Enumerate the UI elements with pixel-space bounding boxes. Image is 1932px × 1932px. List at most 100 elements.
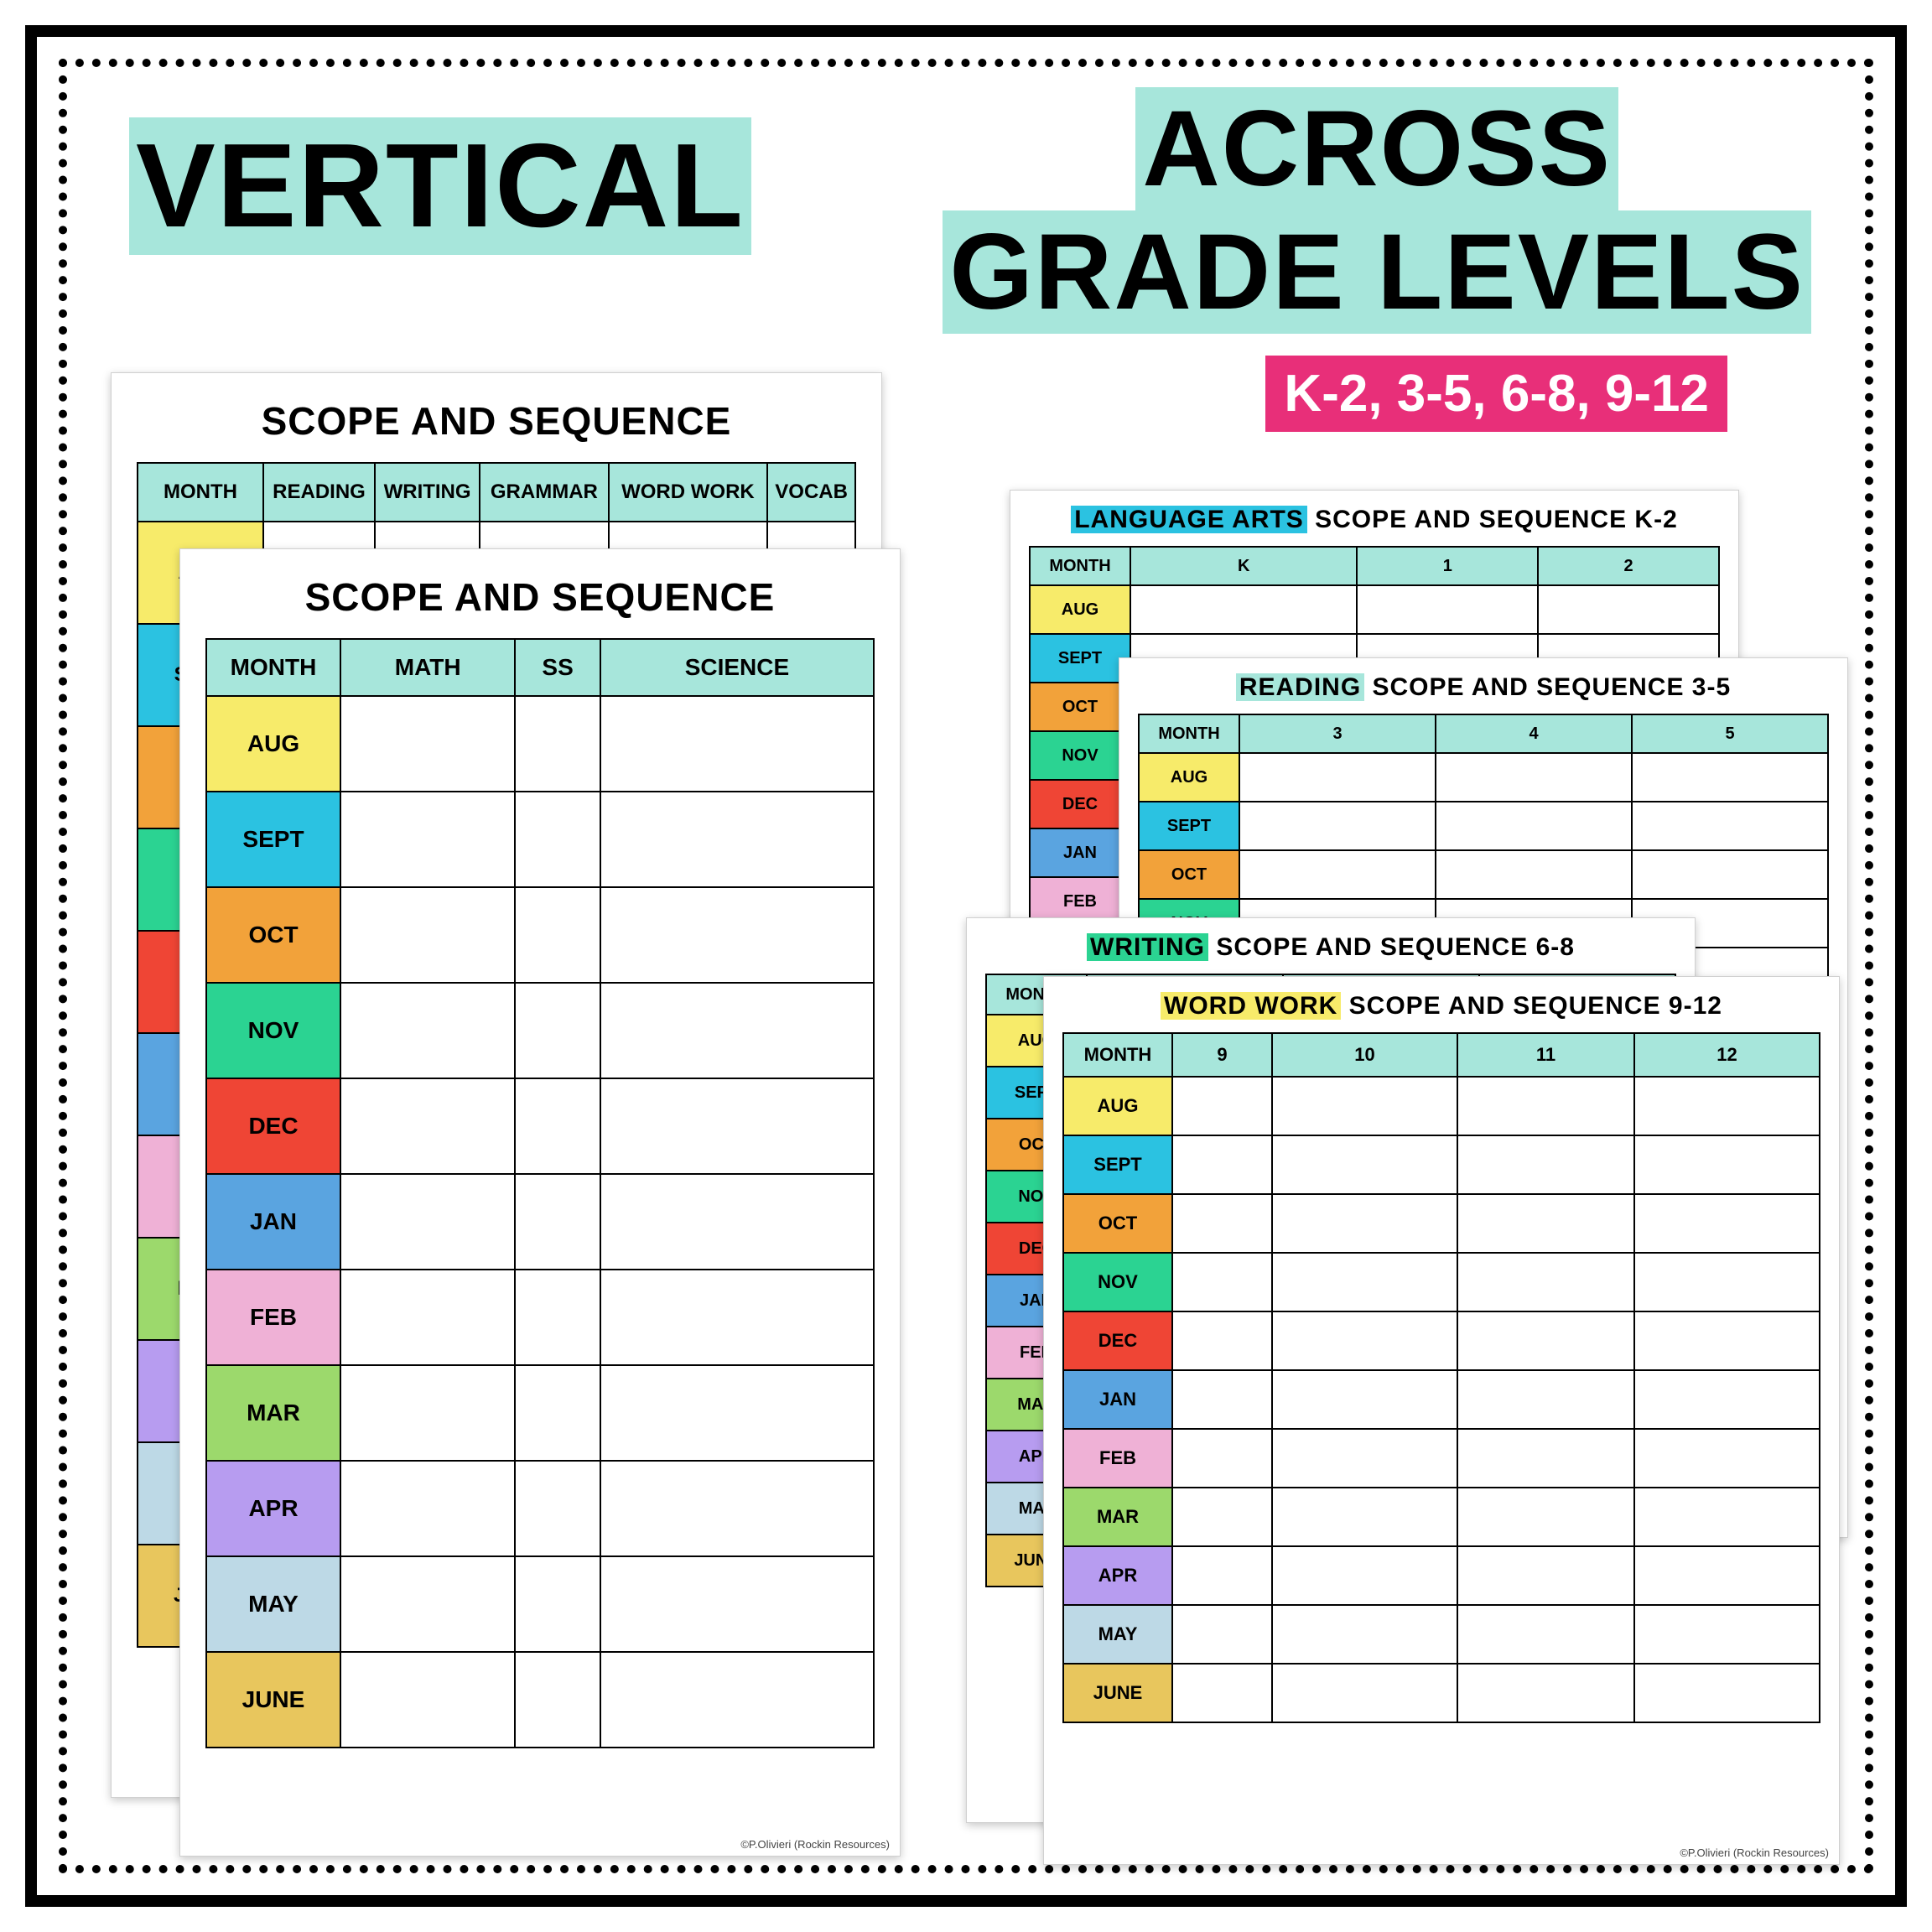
title-vertical: VERTICAL	[129, 117, 751, 255]
data-cell	[1272, 1664, 1457, 1722]
data-cell	[600, 983, 874, 1078]
col-header: SCIENCE	[600, 639, 874, 696]
col-header: 2	[1538, 547, 1719, 585]
month-cell: NOV	[206, 983, 340, 1078]
data-cell	[1239, 753, 1436, 802]
col-header: 1	[1357, 547, 1538, 585]
col-header: 11	[1457, 1033, 1634, 1077]
month-cell: AUG	[1030, 585, 1130, 634]
data-cell	[1272, 1488, 1457, 1546]
col-header: WRITING	[375, 463, 480, 522]
table-subjects-front: MONTHMATHSSSCIENCEAUGSEPTOCTNOVDECJANFEB…	[205, 638, 875, 1748]
data-cell	[1457, 1311, 1634, 1370]
month-cell: MAY	[1063, 1605, 1172, 1664]
month-cell: DEC	[1063, 1311, 1172, 1370]
data-cell	[1632, 802, 1828, 850]
table-wordwork-912: MONTH9101112AUGSEPTOCTNOVDECJANFEBMARAPR…	[1062, 1032, 1820, 1723]
sheet-title: SCOPE AND SEQUENCE	[137, 398, 856, 444]
data-cell	[1634, 1546, 1820, 1605]
data-cell	[1172, 1370, 1272, 1429]
data-cell	[1457, 1194, 1634, 1253]
data-cell	[340, 1652, 515, 1748]
data-cell	[1538, 585, 1719, 634]
data-cell	[1272, 1194, 1457, 1253]
col-header: 3	[1239, 714, 1436, 753]
month-cell: JUNE	[206, 1652, 340, 1748]
data-cell	[1634, 1370, 1820, 1429]
col-header: 4	[1436, 714, 1632, 753]
data-cell	[1172, 1077, 1272, 1135]
data-cell	[1172, 1546, 1272, 1605]
sheet-title: READING SCOPE AND SEQUENCE 3-5	[1138, 673, 1829, 702]
data-cell	[1457, 1664, 1634, 1722]
month-cell: NOV	[1030, 731, 1130, 780]
col-header: MONTH	[138, 463, 263, 522]
month-cell: JAN	[1030, 828, 1130, 877]
col-header: 10	[1272, 1033, 1457, 1077]
data-cell	[600, 792, 874, 887]
data-cell	[340, 696, 515, 792]
data-cell	[600, 1174, 874, 1270]
month-cell: APR	[206, 1461, 340, 1556]
sheet-title: SCOPE AND SEQUENCE	[205, 574, 875, 620]
data-cell	[1436, 802, 1632, 850]
data-cell	[340, 792, 515, 887]
data-cell	[1634, 1429, 1820, 1488]
data-cell	[1436, 850, 1632, 899]
col-header: MONTH	[1139, 714, 1239, 753]
col-header: MATH	[340, 639, 515, 696]
sheet-subjects-front: SCOPE AND SEQUENCE MONTHMATHSSSCIENCEAUG…	[179, 548, 901, 1857]
data-cell	[600, 887, 874, 983]
data-cell	[1457, 1077, 1634, 1135]
data-cell	[1457, 1429, 1634, 1488]
data-cell	[1632, 850, 1828, 899]
data-cell	[1457, 1546, 1634, 1605]
data-cell	[1457, 1135, 1634, 1194]
month-cell: FEB	[1063, 1429, 1172, 1488]
col-header: GRAMMAR	[480, 463, 608, 522]
month-cell: SEPT	[1063, 1135, 1172, 1194]
title-across: ACROSS GRADE LEVELS	[943, 87, 1811, 334]
month-cell: NOV	[1063, 1253, 1172, 1311]
col-header: MONTH	[1030, 547, 1130, 585]
data-cell	[515, 1461, 600, 1556]
data-cell	[1272, 1429, 1457, 1488]
month-cell: FEB	[206, 1270, 340, 1365]
data-cell	[1272, 1135, 1457, 1194]
data-cell	[1172, 1488, 1272, 1546]
data-cell	[1130, 585, 1357, 634]
month-cell: JUNE	[1063, 1664, 1172, 1722]
data-cell	[340, 1365, 515, 1461]
data-cell	[600, 1556, 874, 1652]
month-cell: MAR	[206, 1365, 340, 1461]
data-cell	[340, 1461, 515, 1556]
data-cell	[600, 1652, 874, 1748]
data-cell	[600, 1365, 874, 1461]
data-cell	[1634, 1488, 1820, 1546]
month-cell: AUG	[206, 696, 340, 792]
col-header: READING	[263, 463, 375, 522]
data-cell	[1634, 1135, 1820, 1194]
col-header: WORD WORK	[609, 463, 768, 522]
data-cell	[1436, 753, 1632, 802]
data-cell	[600, 1461, 874, 1556]
month-cell: AUG	[1139, 753, 1239, 802]
data-cell	[1172, 1311, 1272, 1370]
data-cell	[1634, 1311, 1820, 1370]
month-cell: SEPT	[206, 792, 340, 887]
data-cell	[1272, 1077, 1457, 1135]
col-header: 5	[1632, 714, 1828, 753]
data-cell	[515, 887, 600, 983]
data-cell	[600, 696, 874, 792]
data-cell	[1172, 1253, 1272, 1311]
month-cell: DEC	[206, 1078, 340, 1174]
sheet-wordwork-912: WORD WORK SCOPE AND SEQUENCE 9-12 MONTH9…	[1043, 976, 1840, 1865]
data-cell	[1272, 1311, 1457, 1370]
data-cell	[515, 1270, 600, 1365]
data-cell	[1457, 1605, 1634, 1664]
grade-badge: K-2, 3-5, 6-8, 9-12	[1265, 356, 1727, 432]
data-cell	[1457, 1370, 1634, 1429]
data-cell	[1172, 1664, 1272, 1722]
data-cell	[1272, 1605, 1457, 1664]
data-cell	[340, 1078, 515, 1174]
